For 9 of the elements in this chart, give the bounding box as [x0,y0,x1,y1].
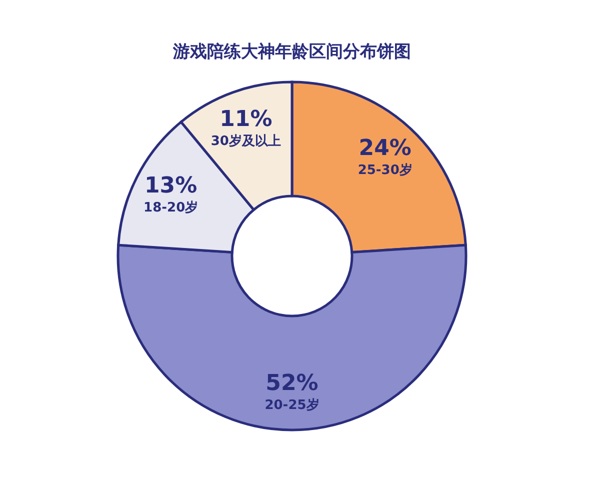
slice-label: 25-30岁 [358,162,412,178]
chart-title: 游戏陪练大神年龄区间分布饼图 [172,42,411,62]
slice-label: 20-25岁 [264,398,320,413]
data-label: 52% [266,371,318,396]
data-label: 24% [358,136,412,161]
slice-label: 18-20岁 [144,200,198,216]
data-label: 13% [144,173,198,198]
data-label: 11% [220,107,272,132]
slice-label: 30岁及以上 [210,134,281,150]
